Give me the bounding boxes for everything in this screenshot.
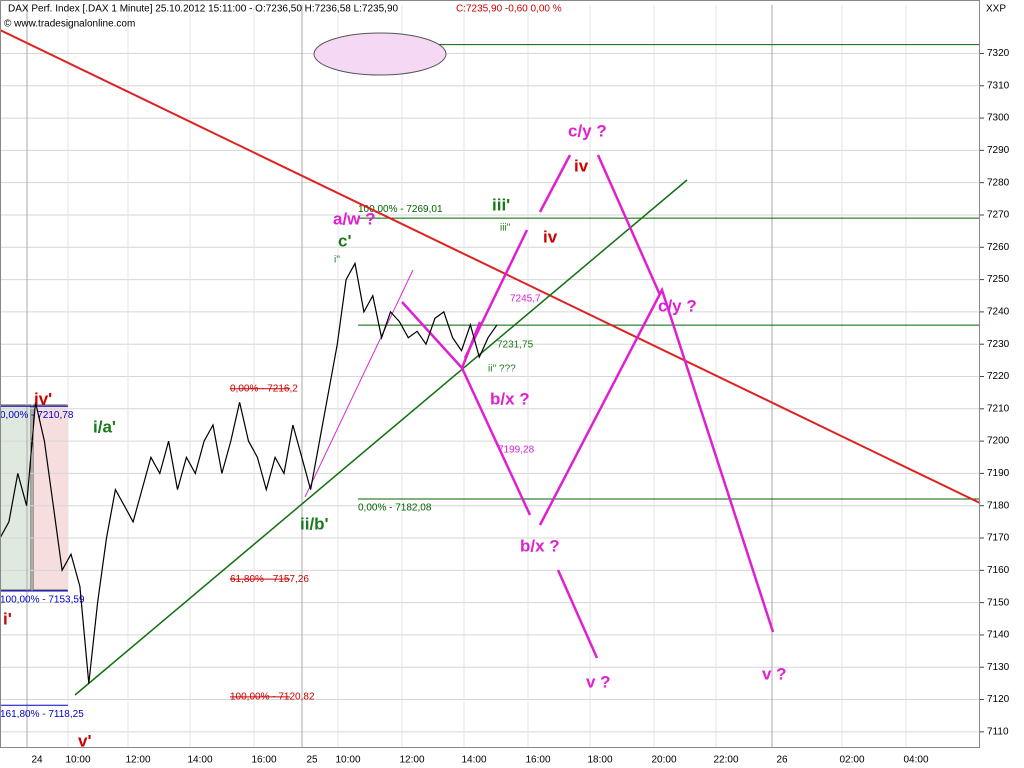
annotation: 7231,75 [497, 340, 534, 351]
y-tick-label: 7160 [987, 565, 1010, 576]
x-tick-label: 16:00 [525, 755, 550, 766]
y-tick-label: 7130 [987, 662, 1010, 673]
plot [0, 261, 498, 684]
x-tick-label: 20:00 [651, 755, 676, 766]
x-tick-label: 12:00 [399, 755, 424, 766]
axis-label: XXP [986, 4, 1006, 15]
y-tick-label: 7200 [987, 436, 1010, 447]
level-label: 100,00% - 7153,59 [0, 595, 85, 606]
x-tick-label: 10:00 [65, 755, 90, 766]
grid [0, 5, 984, 748]
y-tick-label: 7150 [987, 597, 1010, 608]
wave [460, 367, 532, 516]
y-tick-label: 7110 [987, 726, 1009, 737]
x-tick-label: 25 [306, 755, 318, 766]
annotation: iii' [492, 195, 510, 214]
annotation: iv [574, 156, 589, 175]
y-tick-label: 7210 [987, 403, 1010, 414]
annotation: b/x ? [520, 536, 560, 555]
level-label: 100,00% - 7120,82 [230, 692, 315, 703]
y-tick-label: 7260 [987, 242, 1010, 253]
wave [463, 229, 529, 359]
y-tick-label: 7320 [987, 48, 1010, 59]
annotation: v' [78, 731, 92, 750]
level-label: 61,80% - 7157,26 [230, 574, 309, 585]
y-tick-label: 7120 [987, 694, 1010, 705]
y-tick-label: 7230 [987, 339, 1010, 350]
y-tick-label: 7240 [987, 307, 1010, 318]
x-tick-label: 04:00 [903, 755, 928, 766]
annotation: i' [3, 609, 12, 628]
x-tick-label: 02:00 [839, 755, 864, 766]
level-label: 0,00% - 7216,2 [230, 383, 298, 394]
annotation: c' [338, 231, 352, 250]
annotation: i/a' [93, 417, 116, 436]
annotation: iv' [34, 389, 52, 408]
annotation: v ? [586, 672, 611, 691]
y-tick-label: 7280 [987, 177, 1010, 188]
y-tick-label: 7290 [987, 145, 1010, 156]
ellipse [313, 32, 447, 76]
x-tick-label: 22:00 [713, 755, 738, 766]
level-label: 0,00% - 7182,08 [358, 503, 432, 514]
title-close: C:7235,90 -0,60 0,00 % [456, 4, 562, 15]
y-tick-label: 7190 [987, 468, 1010, 479]
x-tick-label: 16:00 [251, 755, 276, 766]
price-line [0, 261, 498, 684]
annotation: c/y ? [568, 121, 607, 140]
wave [556, 569, 599, 659]
y-tick-label: 7300 [987, 113, 1010, 124]
y-tick-label: 7310 [987, 80, 1010, 91]
x-tick-label: 14:00 [461, 755, 486, 766]
annotation: ii/b' [300, 514, 329, 533]
trend-line [0, 29, 981, 504]
y-tick-label: 7250 [987, 274, 1010, 285]
level-label: 161,80% - 7118,25 [0, 709, 84, 720]
y-tick-label: 7170 [987, 533, 1010, 544]
range-box [32, 404, 69, 591]
title: DAX Perf. Index [.DAX 1 Minute] 25.10.20… [8, 4, 399, 15]
y-tick-label: 7140 [987, 630, 1010, 641]
source: © www.tradesignalonline.com [4, 19, 135, 30]
range-box [0, 404, 32, 591]
trend-line [74, 179, 688, 696]
annotation: 7199,28 [498, 445, 535, 456]
annotation: i'' [334, 255, 340, 266]
annotation: v ? [762, 664, 787, 683]
level-label: 0,00% - 7210,78 [0, 410, 74, 421]
x-tick-label: 24 [31, 755, 43, 766]
wave [538, 286, 775, 633]
level-label: 100,00% - 7269,01 [358, 204, 443, 215]
annotation: b/x ? [490, 389, 530, 408]
x-tick-label: 14:00 [187, 755, 212, 766]
y-tick-label: 7220 [987, 371, 1010, 382]
annotation: iv [543, 227, 558, 246]
x-tick-label: 18:00 [587, 755, 612, 766]
wave [596, 154, 662, 296]
x-tick-label: 26 [776, 755, 788, 766]
trend-line [304, 269, 414, 498]
annotation: ii'' ??? [488, 364, 516, 375]
y-tick-label: 7180 [987, 500, 1010, 511]
plot-frame [0, 0, 980, 748]
annotation: iii'' [500, 223, 511, 234]
wave [538, 154, 572, 213]
x-tick-label: 12:00 [125, 755, 150, 766]
annotation: a/w ? [333, 209, 376, 228]
annotation: 7245,7 [510, 294, 541, 305]
x-tick-label: 10:00 [335, 755, 360, 766]
y-tick-label: 7270 [987, 210, 1010, 221]
annotation: c/y ? [658, 296, 697, 315]
